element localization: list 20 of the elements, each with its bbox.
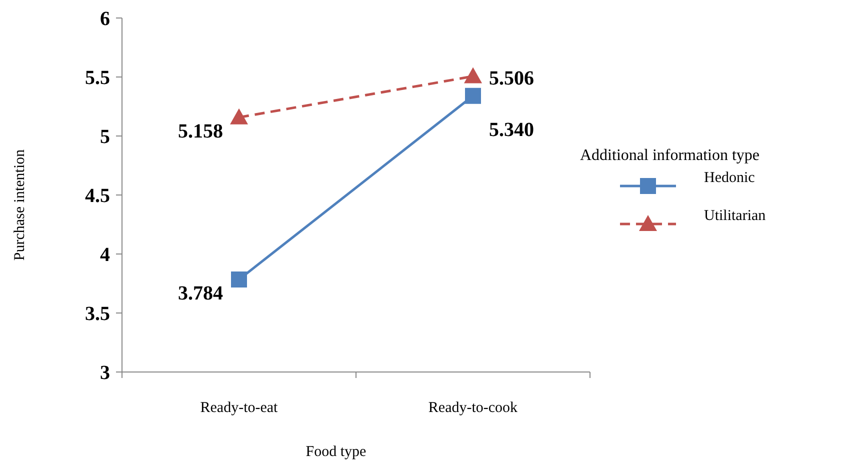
x-tick-label: Ready-to-cook bbox=[428, 400, 518, 416]
point bbox=[465, 88, 481, 104]
y-tick-label: 5.5 bbox=[85, 67, 110, 89]
data-label: 5.340 bbox=[489, 118, 534, 141]
y-tick-label: 6 bbox=[100, 8, 110, 30]
data-label: 3.784 bbox=[178, 282, 223, 304]
x-axis-title: Food type bbox=[306, 444, 367, 460]
data-label: 5.506 bbox=[489, 67, 534, 90]
legend-label: Utilitarian bbox=[704, 208, 766, 224]
legend-label: Hedonic bbox=[704, 170, 756, 186]
legend-title: Additional information type bbox=[580, 147, 760, 164]
y-tick-label: 3.5 bbox=[85, 303, 110, 325]
y-tick-label: 4.5 bbox=[85, 185, 110, 207]
y-axis-title: Purchase intention bbox=[12, 148, 28, 261]
y-tick-label: 3 bbox=[100, 362, 110, 384]
y-tick-label: 5 bbox=[100, 126, 110, 148]
point bbox=[231, 271, 247, 288]
y-tick-label: 4 bbox=[100, 244, 110, 266]
x-tick-label: Ready-to-eat bbox=[200, 400, 279, 416]
data-label: 5.158 bbox=[178, 120, 223, 142]
